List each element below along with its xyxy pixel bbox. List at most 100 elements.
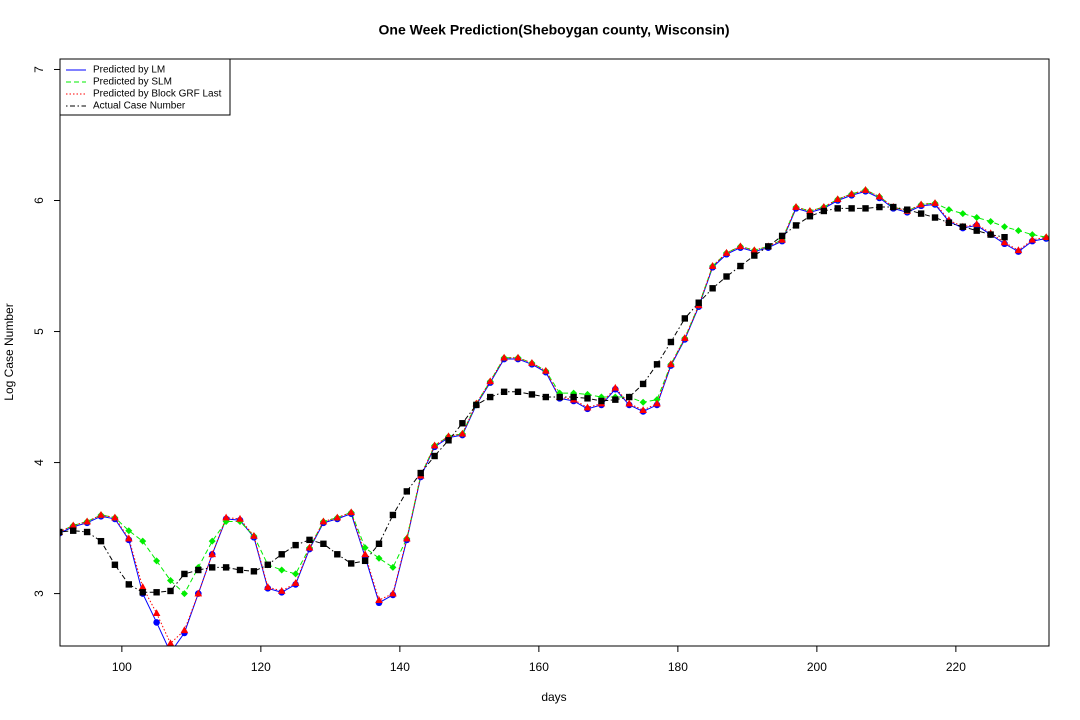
point [528,358,536,366]
point [765,243,772,250]
point [111,513,119,521]
point [736,242,745,250]
point [361,544,369,552]
point [542,366,550,374]
point [1014,227,1022,235]
point [139,537,147,545]
legend-box [59,58,231,116]
point [486,377,495,385]
x-tick-label: 120 [251,660,271,674]
point [375,540,383,547]
point [208,550,217,558]
plot-frame [59,58,1050,647]
point [556,393,563,401]
point [292,541,299,549]
point [208,537,216,545]
point [806,206,814,214]
point [667,360,675,368]
y-tick-label: 5 [32,328,46,335]
x-tick-label: 200 [807,660,827,674]
point [361,550,369,558]
point [695,299,702,306]
point [1042,233,1049,240]
point [862,205,869,212]
point [737,262,744,270]
point [847,189,856,197]
point [792,222,800,229]
point [152,609,161,617]
point [1001,233,1008,241]
point [820,207,828,215]
point [542,393,550,401]
point [264,561,272,568]
point [848,205,855,212]
point [180,590,188,598]
x-tick-label: 140 [390,660,410,674]
point [348,560,355,567]
point [487,393,494,401]
point [904,206,911,213]
y-tick-label: 7 [32,66,46,73]
point [320,540,327,547]
point [931,214,939,221]
point [209,564,216,571]
point [167,587,174,595]
point [180,626,189,634]
x-tick-label: 100 [112,660,132,674]
x-tick-label: 180 [668,660,688,674]
point [598,397,605,405]
point [639,380,647,388]
point [987,217,995,225]
legend-label: Actual Case Number [93,101,186,112]
point [291,579,300,586]
point [334,551,341,558]
point [277,586,286,594]
legend-label: Predicted by Block GRF Last [93,89,222,100]
point [917,200,925,208]
point [639,406,647,413]
point [431,452,438,460]
point [890,203,897,211]
point [500,353,508,361]
point [403,534,411,542]
point [125,534,133,542]
point [917,210,925,217]
point [139,589,146,596]
point [167,576,175,584]
point [875,192,884,200]
point [153,557,161,565]
point [403,488,411,495]
point [1014,246,1023,254]
point [166,639,175,646]
point [153,619,160,626]
point [945,206,953,214]
point [83,517,91,525]
point [70,527,77,534]
point [181,570,188,578]
point [611,383,620,391]
point [292,570,300,578]
point [250,568,258,575]
point [667,338,675,346]
point [389,563,397,571]
point [458,429,467,437]
point [806,213,814,220]
point [514,388,522,396]
point [83,528,91,536]
y-tick-label: 3 [32,590,46,597]
point [138,583,147,590]
point [778,235,786,243]
point [278,566,286,574]
point [833,195,842,202]
point [347,508,356,516]
point [445,437,452,444]
point [861,186,870,193]
point [973,227,980,234]
point [111,561,119,568]
point [653,361,661,368]
point [876,203,883,211]
point [375,554,383,562]
